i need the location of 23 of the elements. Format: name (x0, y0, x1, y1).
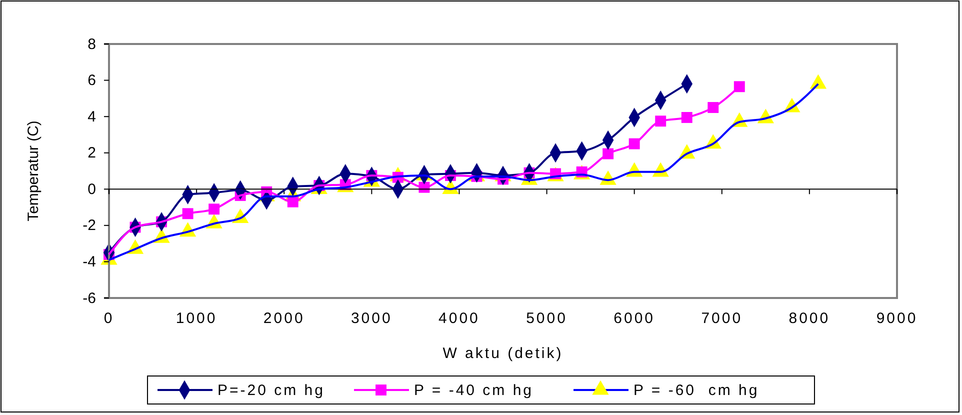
y-tick-label: 2 (88, 144, 96, 162)
x-tick-label: 8000 (788, 310, 830, 327)
x-tick-label: 4000 (438, 310, 480, 327)
x-tick-label: 3000 (350, 310, 392, 327)
y-tick-label: -2 (82, 217, 96, 234)
y-tick-label: 4 (88, 108, 96, 126)
x-tick-label: 5000 (526, 310, 568, 327)
y-axis-title: Temperatur (C) (25, 120, 42, 222)
legend-label: P = -40 cm hg (414, 382, 534, 399)
x-tick-label: 1000 (176, 310, 218, 327)
x-tick-label: 9000 (876, 310, 918, 327)
x-axis-title: W aktu (detik) (442, 345, 564, 362)
x-tick-label: 6000 (614, 310, 656, 327)
y-tick-label: -6 (82, 290, 96, 307)
y-tick-label: -4 (82, 254, 96, 271)
y-tick-label: 0 (88, 180, 96, 198)
y-tick-label: 8 (88, 36, 96, 53)
y-tick-label: 6 (88, 72, 96, 90)
legend-label: P=-20 cm hg (218, 382, 325, 399)
x-tick-label: 2000 (263, 310, 305, 327)
legend-label: P = -60 cm hg (634, 382, 760, 399)
x-tick-label: 7000 (701, 310, 743, 327)
x-tick-label: 0 (104, 310, 114, 327)
